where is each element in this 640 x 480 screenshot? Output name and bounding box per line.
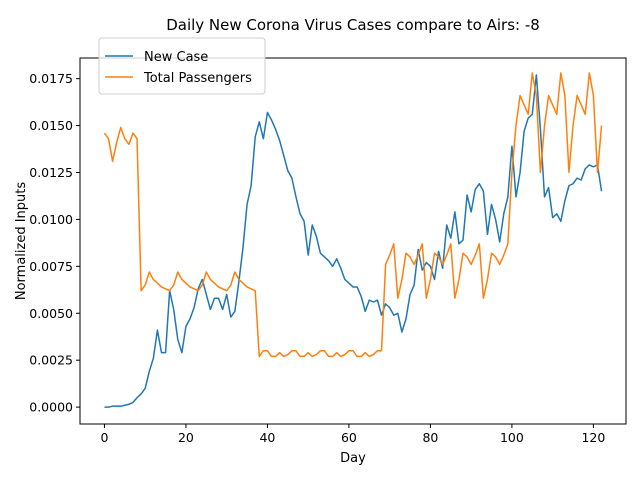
legend: New Case Total Passengers bbox=[98, 37, 266, 95]
legend-box bbox=[98, 37, 266, 95]
x-tick-label: 20 bbox=[178, 430, 194, 445]
x-tick-label: 60 bbox=[341, 430, 357, 445]
x-tick-label: 80 bbox=[422, 430, 438, 445]
x-axis-ticks: 0 20 40 60 80 100 120 bbox=[100, 424, 605, 445]
plot-frame bbox=[79, 57, 627, 425]
y-tick-label: 0.0150 bbox=[29, 118, 73, 133]
y-axis-ticks: 0.0000 0.0025 0.0050 0.0075 0.0100 0.0125 0.01… bbox=[29, 71, 80, 415]
y-tick-label: 0.0100 bbox=[29, 212, 73, 227]
y-tick-label: 0.0175 bbox=[29, 71, 73, 86]
y-axis-label: Normalized Inputs bbox=[14, 182, 29, 301]
series-layer bbox=[103, 72, 603, 408]
x-tick-label: 120 bbox=[581, 430, 605, 445]
x-tick-label: 40 bbox=[259, 430, 275, 445]
legend-label-total-passengers: Total Passengers bbox=[143, 71, 252, 86]
x-tick-label: 0 bbox=[100, 430, 108, 445]
y-tick-label: 0.0050 bbox=[29, 306, 73, 321]
y-tick-label: 0.0025 bbox=[29, 353, 73, 368]
chart-title: Daily New Corona Virus Cases compare to … bbox=[166, 16, 540, 34]
x-tick-label: 100 bbox=[500, 430, 524, 445]
y-tick-label: 0.0125 bbox=[29, 165, 73, 180]
legend-label-new-case: New Case bbox=[144, 50, 208, 65]
y-tick-label: 0.0075 bbox=[29, 259, 73, 274]
y-tick-label: 0.0000 bbox=[29, 400, 73, 415]
series-line-total-passengers bbox=[103, 72, 603, 358]
series-line-new-case bbox=[104, 74, 603, 408]
x-axis-label: Day bbox=[340, 451, 366, 466]
plot-area bbox=[80, 58, 626, 424]
